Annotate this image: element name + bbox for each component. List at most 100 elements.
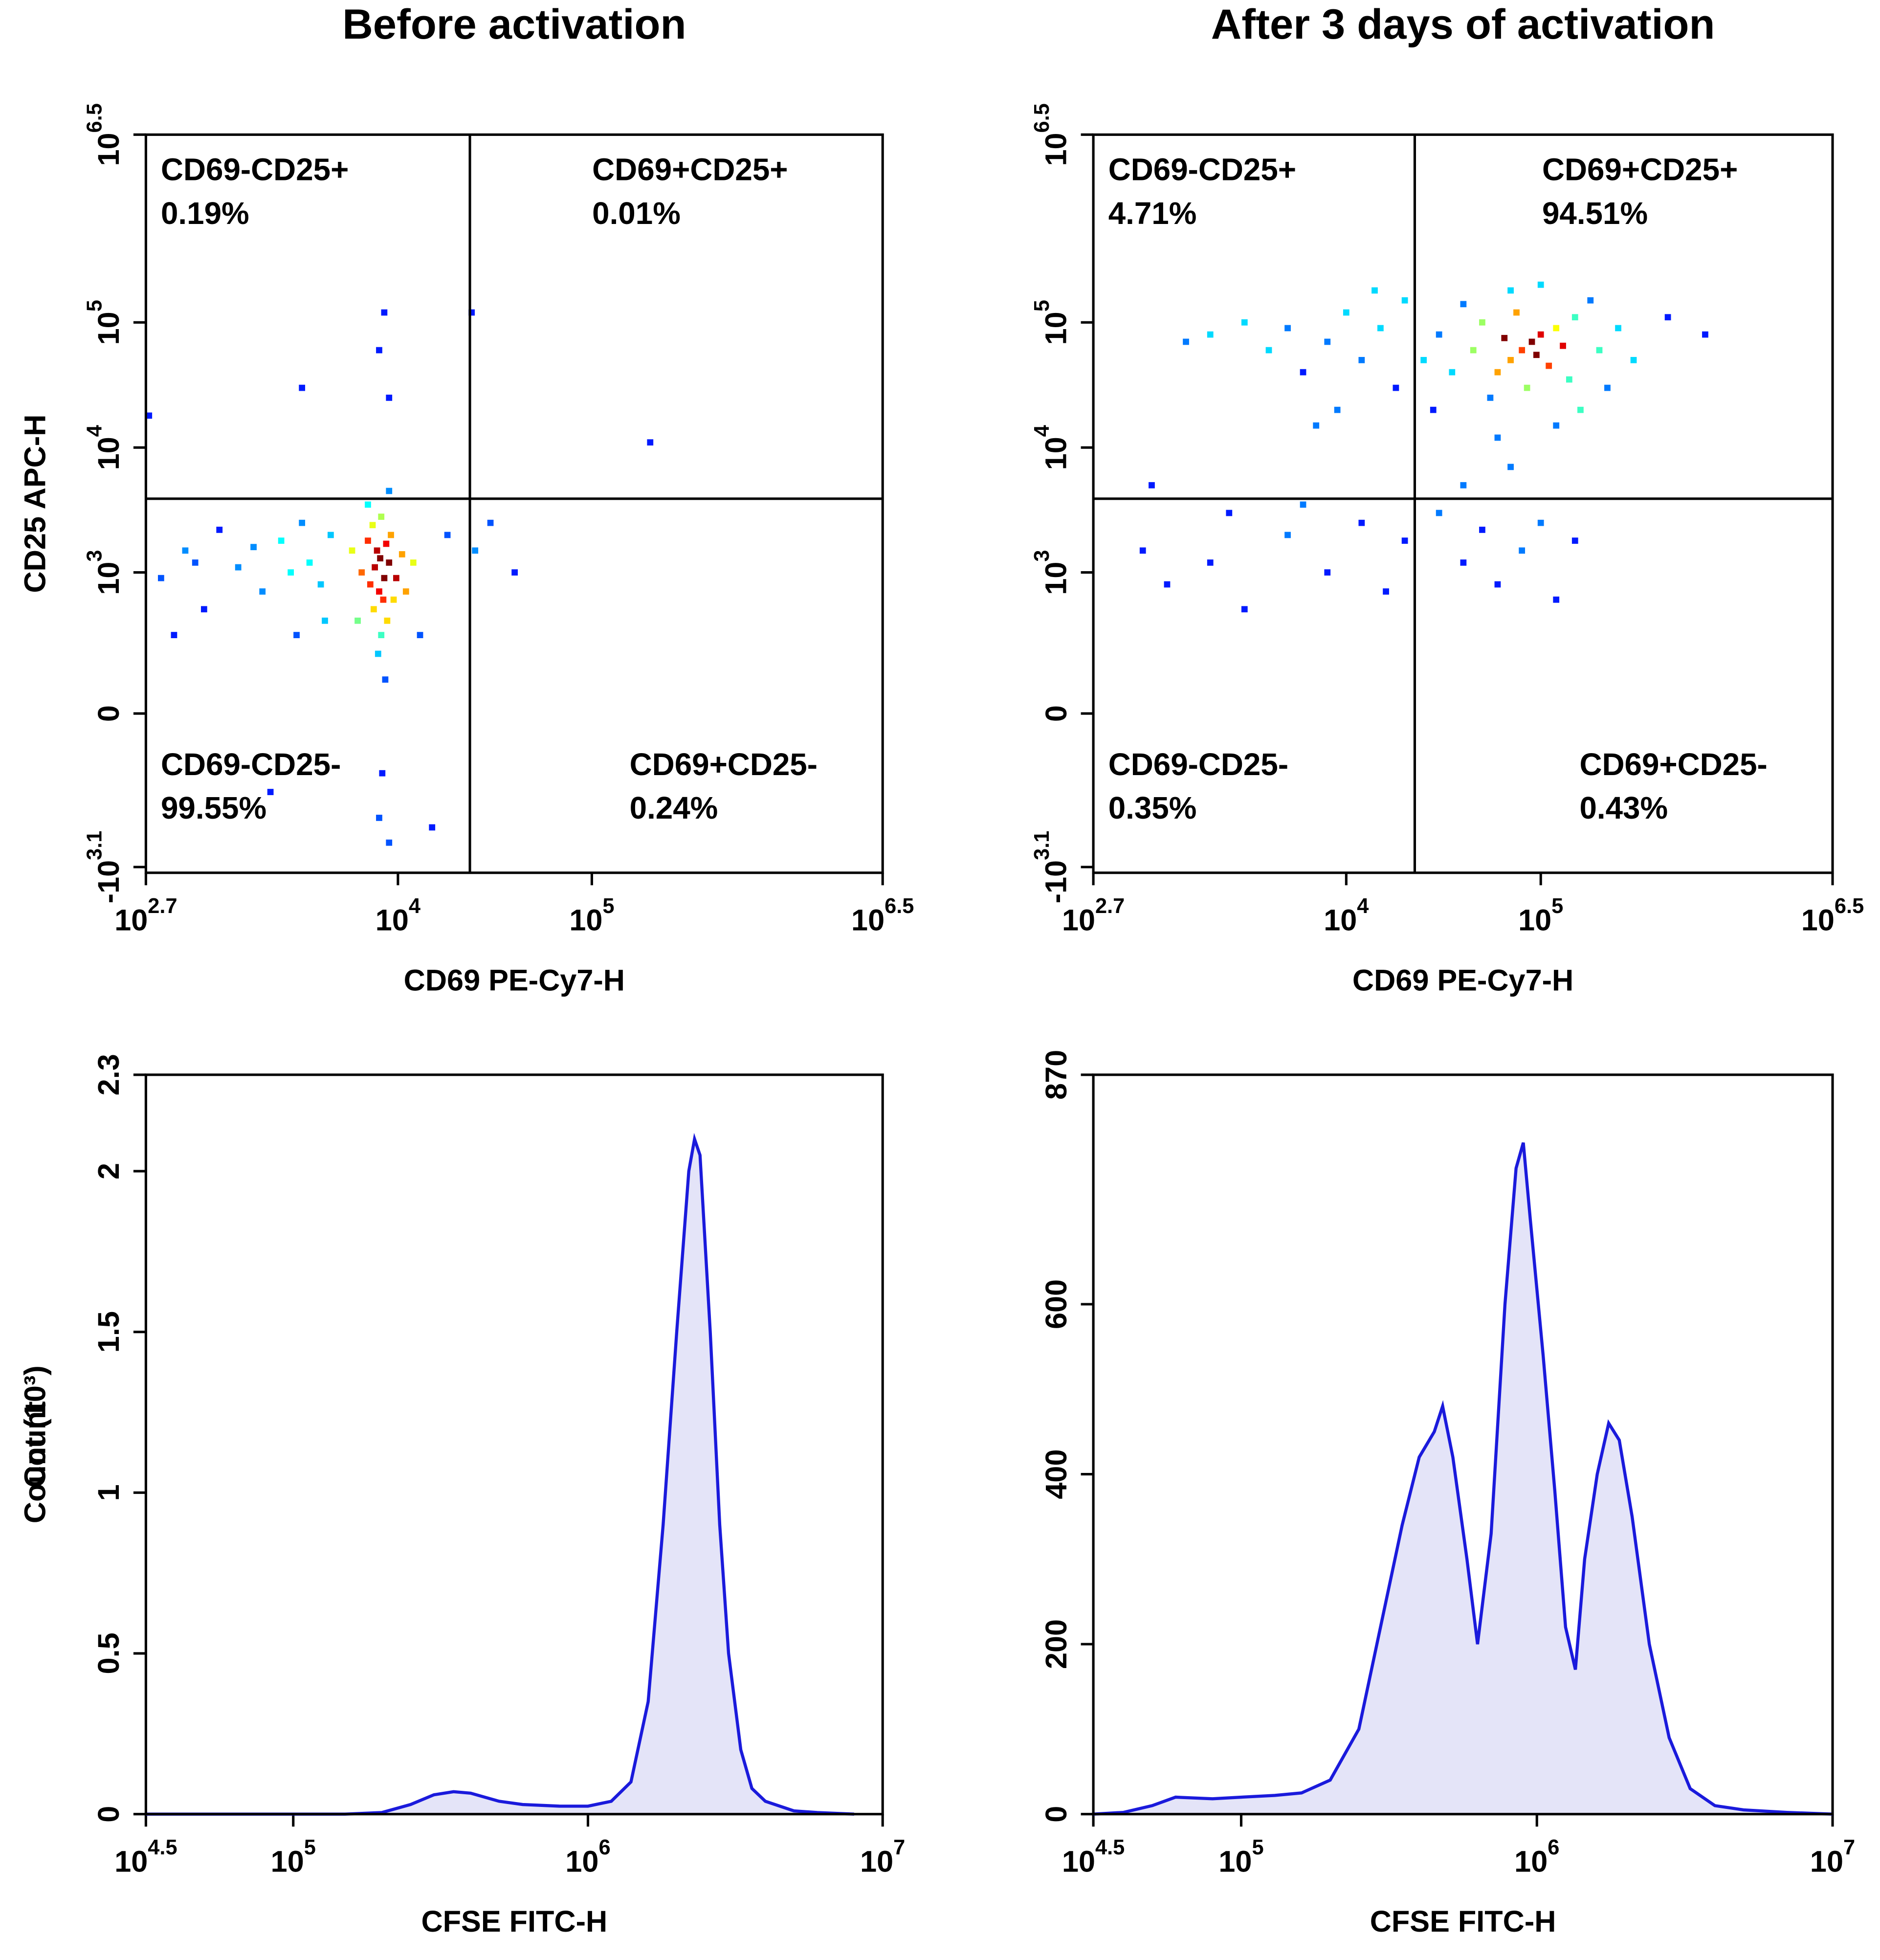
event-point	[1553, 325, 1560, 332]
event-point	[158, 575, 164, 581]
event-point	[1324, 569, 1331, 576]
event-point	[1566, 376, 1572, 383]
plot-frame	[1092, 1073, 1834, 1816]
event-point	[1436, 510, 1442, 516]
tick-base: 10	[92, 562, 125, 595]
event-point	[381, 309, 388, 316]
y-tick-label: 0	[92, 705, 125, 722]
event-point	[386, 559, 393, 566]
event-point	[1460, 559, 1467, 566]
tick-base: 10	[860, 1845, 893, 1878]
event-point	[388, 532, 394, 538]
event-point	[1300, 501, 1306, 508]
event-point	[306, 559, 313, 566]
quadrant-percent: 0.43%	[1579, 790, 1668, 825]
histogram-line	[1093, 1142, 1833, 1816]
event-point	[288, 569, 294, 576]
y-tick-label: 1.5	[92, 1311, 125, 1353]
event-point	[1164, 581, 1171, 588]
event-point	[1524, 384, 1530, 391]
event-point	[317, 581, 324, 588]
event-point	[1300, 369, 1306, 376]
area-fill	[1093, 1142, 1833, 1814]
x-axis-label: CFSE FITC-H	[421, 1905, 607, 1938]
x-tick-label: 105	[271, 1836, 316, 1878]
event-point	[1393, 384, 1399, 391]
tick-exponent: 6.5	[83, 103, 107, 133]
x-tick-label: 104.5	[1062, 1836, 1125, 1878]
tick-exponent: 6	[1548, 1836, 1559, 1860]
event-point	[378, 513, 385, 520]
tick-exponent: 7	[893, 1836, 905, 1860]
tick-base: 10	[92, 133, 125, 166]
x-tick-label: 106	[1514, 1836, 1559, 1878]
quadrant-name: CD69-CD25-	[1108, 747, 1288, 782]
y-tick-label: 600	[1040, 1279, 1073, 1329]
event-point	[380, 596, 387, 603]
event-point	[1479, 527, 1485, 533]
event-point	[171, 632, 177, 638]
quadrant-percent: 4.71%	[1108, 196, 1197, 231]
event-point	[259, 588, 266, 595]
y-axis-label: CD25 APC-H	[19, 415, 52, 593]
tick-exponent: 5	[1252, 1836, 1263, 1860]
tick-exponent: 3.1	[83, 831, 107, 860]
event-point	[1284, 532, 1291, 538]
y-tick-label: -103.1	[83, 831, 125, 904]
event-point	[1664, 314, 1671, 321]
event-point	[322, 617, 328, 624]
tick-exponent: 4	[1031, 425, 1054, 437]
x-tick-label: 105	[1518, 895, 1563, 937]
quadrant-name: CD69+CD25+	[592, 152, 788, 187]
x-tick-label: 106.5	[851, 895, 914, 937]
event-point	[1358, 519, 1365, 526]
tick-base: 10	[1514, 1845, 1548, 1878]
event-point	[365, 501, 371, 508]
tick-exponent: 4	[83, 425, 107, 437]
tick-base: 10	[569, 904, 602, 937]
tick-base: 10	[1040, 133, 1073, 166]
quadrant-percent: 99.55%	[161, 790, 266, 825]
event-point	[216, 527, 223, 533]
event-point	[1343, 309, 1349, 316]
event-point	[267, 789, 274, 795]
x-tick-label: 107	[860, 1836, 905, 1878]
tick-exponent: 6.5	[1031, 103, 1054, 133]
y-tick-label: 0	[1040, 1806, 1073, 1823]
quadrant-name: CD69+CD25-	[1579, 747, 1767, 782]
event-point	[365, 537, 371, 544]
event-point	[327, 532, 334, 538]
tick-base: 10	[851, 904, 885, 937]
y-tick-label: -103.1	[1031, 831, 1073, 904]
event-point	[1241, 319, 1248, 326]
event-point	[1226, 510, 1233, 516]
event-point	[472, 547, 479, 554]
x-axis-label: CD69 PE-Cy7-H	[1352, 963, 1573, 997]
event-point	[393, 575, 399, 581]
event-point	[369, 522, 376, 529]
quadrant-name: CD69+CD25-	[630, 747, 818, 782]
tick-exponent: 6.5	[1835, 895, 1864, 918]
event-point	[410, 559, 417, 566]
tick-base: 10	[1062, 904, 1095, 937]
event-point	[1537, 281, 1544, 288]
tick-base: 10	[1518, 904, 1551, 937]
x-tick-label: 105	[1218, 1836, 1263, 1878]
event-point	[1507, 287, 1514, 294]
quadrant-name: CD69-CD25+	[161, 152, 349, 187]
event-point	[1436, 331, 1442, 338]
event-point	[1284, 325, 1291, 332]
quadrant-percent: 0.19%	[161, 196, 249, 231]
event-point	[1507, 464, 1514, 470]
event-point	[511, 569, 518, 576]
quadrant-percent: 0.24%	[630, 790, 718, 825]
y-tick-label: 870	[1040, 1050, 1073, 1100]
event-point	[1479, 319, 1485, 326]
tick-base: 10	[1810, 1845, 1843, 1878]
event-point	[1470, 347, 1477, 354]
event-point	[429, 824, 436, 831]
event-point	[1420, 356, 1427, 363]
y-tick-label: 104	[83, 425, 125, 470]
